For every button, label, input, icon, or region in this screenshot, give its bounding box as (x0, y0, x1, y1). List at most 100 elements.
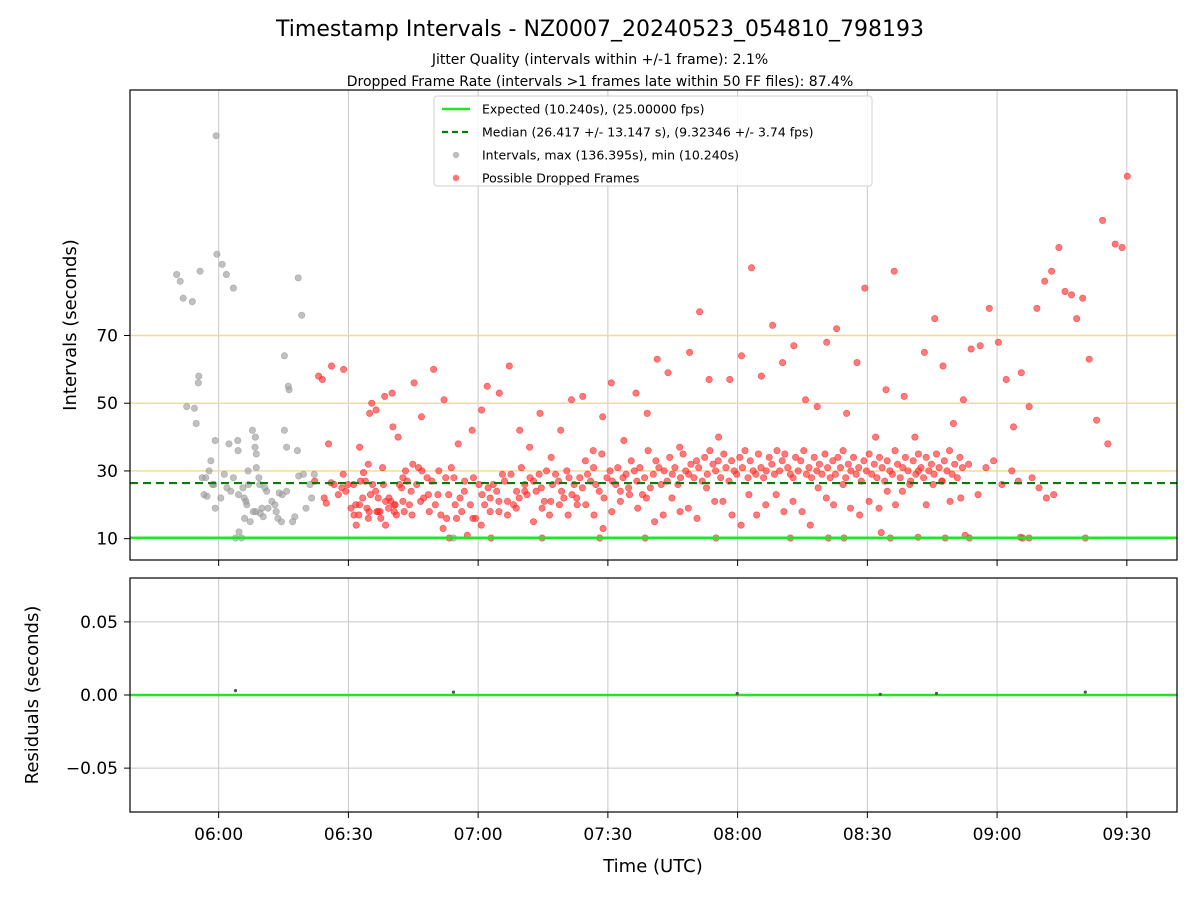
dropped-frame-point (849, 453, 857, 461)
dropped-frame-point (431, 501, 439, 509)
dropped-frame-point (364, 460, 372, 468)
dropped-frame-point (778, 457, 786, 465)
dropped-frame-point (760, 474, 768, 482)
dropped-frame-point (794, 467, 802, 475)
dropped-frame-point (904, 467, 912, 475)
dropped-frame-point (808, 474, 816, 482)
dropped-frame-point (757, 464, 765, 472)
dropped-frame-point (359, 469, 367, 477)
dropped-frame-point (515, 494, 523, 502)
interval-point (176, 277, 184, 285)
dropped-frame-point (690, 474, 698, 482)
dropped-frame-point (717, 474, 725, 482)
dropped-frame-point (430, 365, 438, 373)
dropped-frame-point (564, 511, 572, 519)
dropped-frame-point (318, 375, 326, 383)
dropped-frame-point (483, 382, 491, 390)
dropped-frame-point (495, 508, 503, 516)
dropped-frame-point (500, 477, 508, 485)
interval-point (259, 513, 267, 521)
legend-entry-label: Expected (10.240s), (25.00000 fps) (482, 102, 704, 117)
dropped-frame-point (1055, 244, 1063, 252)
dropped-frame-point (1042, 494, 1050, 502)
dropped-frame-point (410, 379, 418, 387)
dropped-frame-point (418, 467, 426, 475)
dropped-frame-point (417, 413, 425, 421)
interval-point (195, 372, 203, 380)
dropped-frame-point (643, 409, 651, 417)
dropped-frame-point (883, 487, 891, 495)
dropped-frame-point (826, 474, 834, 482)
dropped-frame-point (747, 264, 755, 272)
dropped-frame-point (833, 325, 841, 333)
dropped-frame-point (888, 470, 896, 478)
dropped-frame-point (800, 447, 808, 455)
dropped-frame-point (616, 487, 624, 495)
x-tick-label: 08:30 (843, 825, 892, 845)
interval-point (298, 311, 306, 319)
dropped-frame-point (679, 450, 687, 458)
interval-point (255, 474, 263, 482)
dropped-frame-point (409, 460, 417, 468)
dropped-frame-point (606, 467, 614, 475)
interval-point (205, 467, 213, 475)
dropped-frame-point (773, 447, 781, 455)
dropped-frame-point (1033, 304, 1041, 312)
dropped-frame-point (582, 501, 590, 509)
dropped-frame-point (805, 464, 813, 472)
dropped-frame-point (882, 386, 890, 394)
dropped-frame-point (994, 338, 1002, 346)
interval-point (275, 489, 283, 497)
dropped-frame-point (722, 464, 730, 472)
interval-point (212, 132, 220, 140)
dropped-frame-point (366, 491, 374, 499)
interval-point (293, 447, 301, 455)
dropped-frame-point (757, 372, 765, 380)
dropped-frame-point (445, 491, 453, 499)
interval-point (306, 480, 314, 488)
dropped-frame-point (798, 508, 806, 516)
interval-point (217, 494, 225, 502)
dropped-frame-point (634, 504, 642, 512)
dropped-frame-point (478, 491, 486, 499)
dropped-frame-point (493, 487, 501, 495)
dropped-frame-point (1104, 440, 1112, 448)
interval-point (229, 474, 237, 482)
dropped-frame-point (813, 403, 821, 411)
dropped-frame-point (657, 480, 665, 488)
dropped-frame-point (547, 497, 555, 505)
dropped-frame-point (856, 511, 864, 519)
interval-point (291, 513, 299, 521)
legend-entry-label: Possible Dropped Frames (482, 171, 639, 186)
dropped-frame-point (581, 457, 589, 465)
dropped-frame-point (762, 467, 770, 475)
dropped-frame-point (815, 460, 823, 468)
dropped-frame-point (1035, 484, 1043, 492)
interval-point (196, 267, 204, 275)
dropped-frame-point (536, 409, 544, 417)
interval-point (211, 504, 219, 512)
dropped-frame-point (802, 470, 810, 478)
dropped-frame-point (1008, 467, 1016, 475)
dropped-frame-point (540, 497, 548, 505)
dropped-frame-point (590, 511, 598, 519)
dropped-frame-point (558, 487, 566, 495)
dropped-frame-point (692, 457, 700, 465)
residual-point (934, 691, 939, 696)
dropped-frame-point (765, 453, 773, 461)
dropped-frame-point (388, 389, 396, 397)
dropped-frame-point (733, 470, 741, 478)
dropped-frame-point (922, 501, 930, 509)
dropped-frame-point (503, 511, 511, 519)
dropped-frame-point (899, 464, 907, 472)
interval-point (252, 450, 260, 458)
interval-point (222, 270, 230, 278)
dropped-frame-point (608, 508, 616, 516)
dropped-frame-point (703, 470, 711, 478)
dropped-frame-point (614, 464, 622, 472)
x-tick-label: 07:30 (583, 825, 632, 845)
legend-entry-label: Median (26.417 +/- 13.147 s), (9.32346 +… (482, 125, 813, 140)
dropped-frame-point (846, 504, 854, 512)
dropped-frame-point (843, 409, 851, 417)
dropped-frame-point (728, 457, 736, 465)
